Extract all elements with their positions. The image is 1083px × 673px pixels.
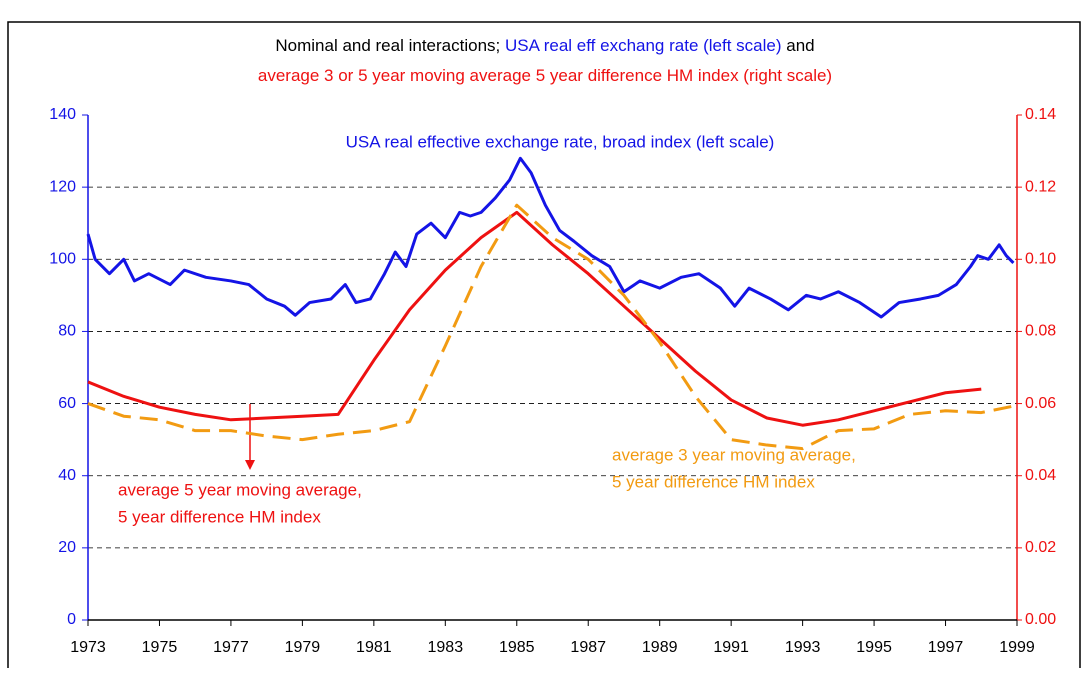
x-tick-label: 1989	[642, 639, 678, 656]
series-line	[87, 203, 1018, 451]
y2-tick-label: 0.00	[1025, 611, 1056, 628]
x-tick-label: 1995	[856, 639, 892, 656]
title-part: USA real eff exchang rate (left scale)	[505, 36, 782, 55]
y-tick-label: 0	[67, 611, 76, 628]
title-part: Nominal and real interactions;	[275, 36, 505, 55]
y-tick-label: 80	[58, 323, 76, 340]
x-tick-label: 1973	[70, 639, 106, 656]
chart-title: average 3 or 5 year moving average 5 yea…	[258, 66, 832, 85]
x-tick-label: 1981	[356, 639, 392, 656]
annotation: 5 year difference HM index	[118, 507, 321, 526]
x-tick-label: 1977	[213, 639, 249, 656]
y-tick-label: 60	[58, 395, 76, 412]
y2-tick-label: 0.04	[1025, 467, 1056, 484]
y2-tick-label: 0.02	[1025, 539, 1056, 556]
x-tick-label: 1979	[285, 639, 321, 656]
annotation: average 5 year moving average,	[118, 480, 362, 499]
x-tick-label: 1991	[713, 639, 749, 656]
x-tick-label: 1983	[428, 639, 464, 656]
y-tick-label: 100	[49, 251, 76, 268]
x-tick-label: 1975	[142, 639, 178, 656]
x-tick-label: 1985	[499, 639, 535, 656]
y-tick-label: 40	[58, 467, 76, 484]
x-tick-label: 1993	[785, 639, 821, 656]
chart-border	[7, 21, 1081, 673]
x-tick-label: 1999	[999, 639, 1035, 656]
annotation: average 3 year moving average,	[612, 445, 856, 464]
y2-tick-label: 0.06	[1025, 395, 1056, 412]
chart-title: Nominal and real interactions; USA real …	[275, 36, 814, 55]
x-tick-label: 1997	[928, 639, 964, 656]
x-tick-label: 1987	[570, 639, 606, 656]
y2-tick-label: 0.12	[1025, 178, 1056, 195]
series-line	[87, 210, 982, 427]
title-part: and	[782, 36, 815, 55]
y-tick-label: 20	[58, 539, 76, 556]
y-tick-label: 140	[49, 106, 76, 123]
annotation: USA real effective exchange rate, broad …	[346, 132, 775, 151]
y2-tick-label: 0.08	[1025, 323, 1056, 340]
arrow-head	[245, 460, 255, 470]
annotation: 5 year difference HM index	[612, 472, 815, 491]
series-line	[86, 156, 1015, 319]
title-part: average 3 or 5 year moving average 5 yea…	[258, 66, 832, 85]
y2-tick-label: 0.10	[1025, 251, 1056, 268]
y2-tick-label: 0.14	[1025, 106, 1056, 123]
y-tick-label: 120	[49, 178, 76, 195]
